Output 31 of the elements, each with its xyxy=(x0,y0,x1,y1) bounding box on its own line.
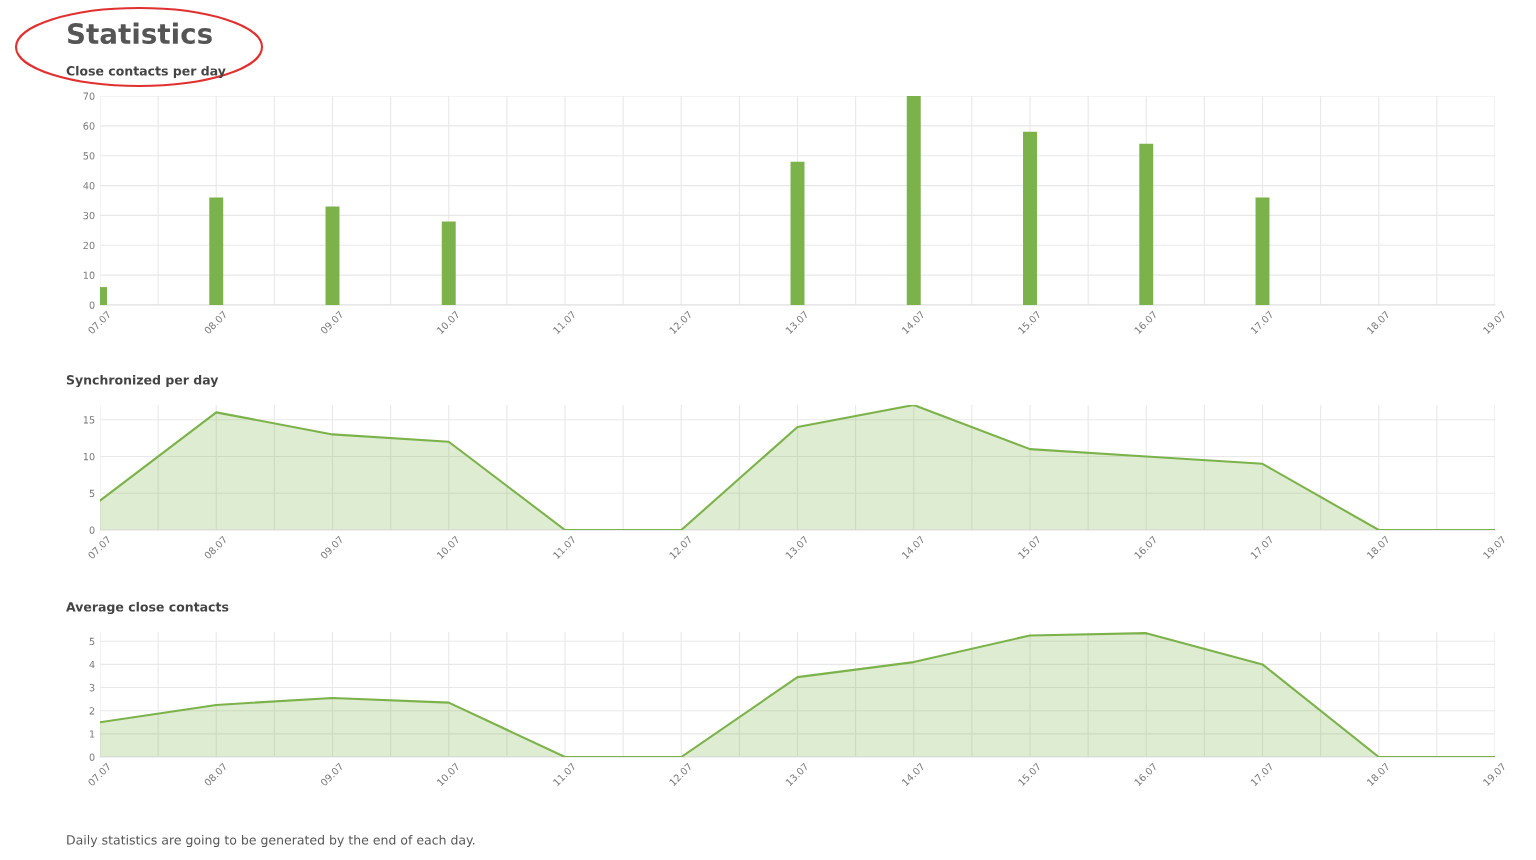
y-tick-label: 10 xyxy=(83,271,95,279)
bar xyxy=(441,221,456,305)
bar xyxy=(1139,143,1154,305)
y-tick-label: 1 xyxy=(90,730,95,738)
y-tick-label: 0 xyxy=(89,753,95,761)
bar xyxy=(325,206,340,305)
y-tick-label: 30 xyxy=(83,211,95,220)
y-tick-label: 70 xyxy=(83,92,95,100)
chart-title: Synchronized per day xyxy=(66,374,219,388)
chart-title: Statistics xyxy=(67,22,212,45)
y-tick-label: 0 xyxy=(89,526,95,534)
y-tick-label: 10 xyxy=(83,452,95,461)
bar xyxy=(1255,197,1270,305)
y-tick-label: 50 xyxy=(83,152,95,160)
y-tick-label: 40 xyxy=(83,182,95,190)
bar xyxy=(790,161,805,305)
y-tick-label: 20 xyxy=(83,241,95,250)
y-tick-label: 60 xyxy=(83,122,95,130)
y-tick-label: 3 xyxy=(89,684,95,692)
y-tick-label: 2 xyxy=(89,707,95,715)
bar xyxy=(1023,131,1037,305)
text: Daily statistics are going to be generated by the end of each day. xyxy=(67,834,475,848)
y-tick-label: 4 xyxy=(89,661,95,669)
bar xyxy=(209,197,224,305)
y-tick-label: 0 xyxy=(89,301,95,309)
y-tick-label: 5 xyxy=(89,489,95,498)
chart-subtitle: Close contacts per day xyxy=(66,65,226,79)
bar xyxy=(906,96,921,305)
chart-title: Average close contacts xyxy=(66,601,229,615)
y-tick-label: 15 xyxy=(83,416,95,424)
y-tick-label: 5 xyxy=(89,637,95,646)
